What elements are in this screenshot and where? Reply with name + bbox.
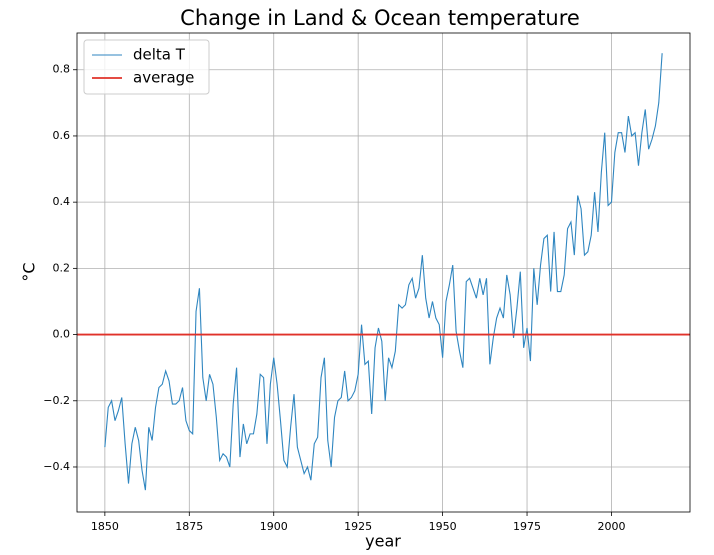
x-tick-label: 1900 bbox=[260, 520, 288, 533]
y-tick-label: 0.2 bbox=[53, 261, 71, 274]
y-tick-label: −0.2 bbox=[43, 394, 70, 407]
x-tick-label: 1850 bbox=[91, 520, 119, 533]
y-tick-label: −0.4 bbox=[43, 460, 70, 473]
y-tick-label: 0.8 bbox=[53, 63, 71, 76]
y-tick-label: 0.6 bbox=[53, 129, 71, 142]
y-tick-label: 0.0 bbox=[53, 328, 71, 341]
legend-label: average bbox=[133, 69, 194, 87]
y-axis-label: °C bbox=[20, 262, 39, 281]
x-tick-label: 1975 bbox=[513, 520, 541, 533]
x-tick-label: 1950 bbox=[429, 520, 457, 533]
legend-label: delta T bbox=[133, 46, 186, 64]
x-tick-label: 1925 bbox=[344, 520, 372, 533]
plot-frame bbox=[76, 32, 691, 513]
x-tick-label: 1875 bbox=[175, 520, 203, 533]
chart-title: Change in Land & Ocean temperature bbox=[180, 6, 580, 30]
x-tick-label: 2000 bbox=[597, 520, 625, 533]
x-axis-label: year bbox=[365, 532, 401, 551]
legend-box bbox=[83, 39, 210, 95]
y-tick-label: 0.4 bbox=[53, 195, 71, 208]
data-line bbox=[104, 53, 663, 491]
